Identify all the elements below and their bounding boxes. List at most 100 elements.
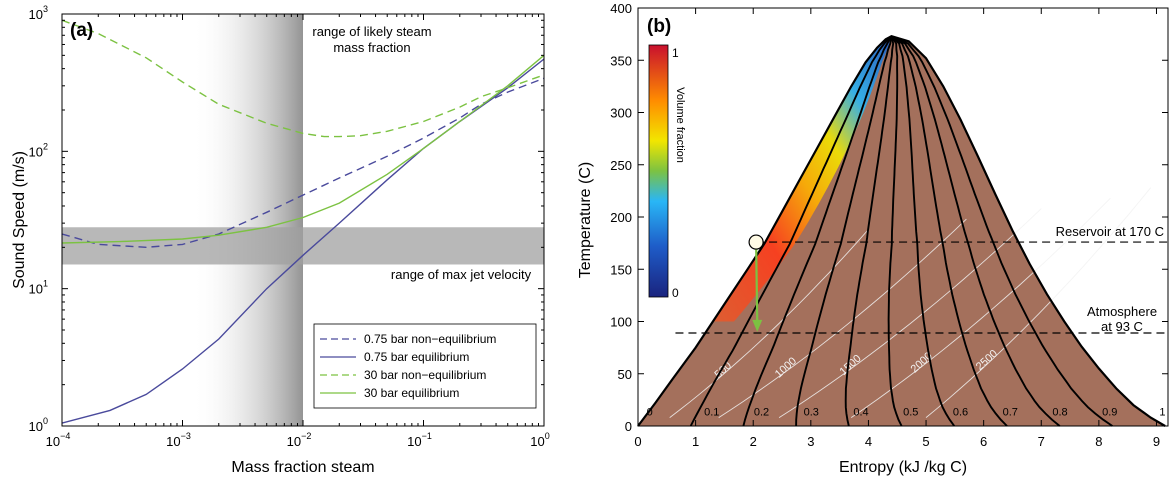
steam-range-annotation-line1: range of likely steam [312,24,431,39]
panel-b-x-axis-label: Entropy (kJ /kg C) [839,459,967,476]
quality-line-7 [892,36,1008,427]
y-tick-label-3: 103 [29,4,48,22]
b-x-tick-label-7: 7 [1038,434,1045,449]
panel-a-x-axis-label: Mass fraction steam [231,459,374,476]
y-tick-label-0: 100 [29,416,48,434]
quality-label-2: 0.2 [754,407,769,419]
colorbar-label: Volume fraction [674,87,686,163]
legend-label-30-noneq: 30 bar non−equilibrium [364,368,486,382]
quality-label-3: 0.3 [804,407,819,419]
quality-label-9: 0.9 [1102,407,1117,419]
y-tick-exponent-2: 2 [43,141,48,151]
quality-label-7: 0.7 [1003,407,1018,419]
colorbar: 1 0 Volume fraction [648,44,686,300]
b-y-tick-label-5: 250 [610,158,632,173]
b-x-tick-label-6: 6 [980,434,987,449]
velocity-contour-1 [718,218,967,418]
y-tick-exponent-3: 3 [43,4,48,14]
b-x-tick-label-8: 8 [1095,434,1102,449]
x-tick-label-0: 10−4 [46,431,71,449]
b-x-tick-label-1: 1 [692,434,699,449]
b-y-tick-label-1: 50 [618,367,632,382]
x-tick-exponent-3: −1 [422,431,432,441]
reservoir-state-point [748,234,764,250]
b-y-tick-label-0: 0 [625,419,632,434]
b-y-tick-label-4: 200 [610,210,632,225]
panel-b-y-axis-label: Temperature (C) [577,162,594,278]
legend: 0.75 bar non−equilibrium 0.75 bar equili… [313,323,537,409]
legend-box [313,323,537,409]
y-tick-exponent-0: 0 [43,416,48,426]
y-tick-label-2: 102 [29,141,48,159]
quality-label-6: 0.6 [953,407,968,419]
quality-label-8: 0.8 [1052,407,1067,419]
colorbar-min-label: 0 [672,286,679,300]
b-y-tick-label-7: 350 [610,53,632,68]
panel-a-series [62,19,544,424]
b-x-tick-label-5: 5 [922,434,929,449]
reservoir-label: Reservoir at 170 C [1056,224,1164,239]
steam-range-annotation-line2: mass fraction [333,40,410,55]
x-tick-exponent-0: −4 [60,431,70,441]
panel-b: 500 1000 1500 2000 2500 0 0.1 0.2 0.3 0.4 0.5 0.6 0… [577,1,1169,476]
dome-outline [637,35,1166,427]
panel-b-label: (b) [647,16,671,37]
b-y-tick-label-6: 300 [610,106,632,121]
jet-range-annotation: range of max jet velocity [391,267,532,282]
quality-line-3 [795,37,893,427]
x-tick-label-3: 10−1 [407,431,432,449]
quality-label-1: 0.1 [704,407,719,419]
panel-a-label: (a) [70,20,93,41]
quality-line-2 [742,36,892,427]
quality-line-1 [689,36,891,427]
volume-fraction-region [712,37,892,322]
x-tick-label-1: 10−3 [166,431,191,449]
series-line-0 [62,77,544,249]
y-tick-label-1: 101 [29,279,48,297]
b-x-tick-label-2: 2 [750,434,757,449]
colorbar-max-label: 1 [672,46,679,60]
y-tick-exponent-1: 1 [43,279,48,289]
colorbar-gradient [648,44,669,298]
jet-velocity-band [62,227,544,265]
quality-label-5: 0.5 [903,407,918,419]
b-x-tick-label-9: 9 [1153,434,1160,449]
expansion-arrow [754,242,759,322]
b-y-tick-label-3: 150 [610,262,632,277]
quality-lines: 0 0.1 0.2 0.3 0.4 0.5 0.6 0.7 0.8 0.9 1 [647,36,1165,427]
quality-line-6 [892,36,956,427]
x-tick-exponent-4: 0 [545,431,550,441]
panel-a-y-axis-label: Sound Speed (m/s) [11,151,28,289]
x-tick-exponent-2: −2 [301,431,311,441]
expansion-arrowhead [752,319,763,332]
atmosphere-label-line1: Atmosphere [1087,304,1157,319]
velocity-contour-2 [778,208,1042,418]
b-y-tick-label-2: 100 [610,315,632,330]
b-x-tick-label-4: 4 [865,434,872,449]
b-x-tick-label-0: 0 [634,434,641,449]
x-tick-exponent-1: −3 [181,431,191,441]
velocity-contour-3 [850,197,1111,418]
b-y-tick-label-8: 400 [610,1,632,16]
x-tick-label-2: 10−2 [287,431,312,449]
quality-label-0: 0 [647,407,653,419]
quality-line-4 [844,37,895,427]
quality-line-5 [887,36,903,427]
series-line-3 [62,54,544,244]
quality-label-10: 1 [1159,407,1165,419]
quality-line-8 [893,36,1061,427]
legend-label-30-eq: 30 bar equilibrium [364,386,459,400]
legend-label-075-eq: 0.75 bar equilibrium [364,350,469,364]
quality-line-9 [894,36,1113,427]
legend-label-075-noneq: 0.75 bar non−equilibrium [364,332,496,346]
b-x-tick-label-3: 3 [807,434,814,449]
steam-fraction-band [192,14,303,426]
quality-label-4: 0.4 [853,407,868,419]
velocity-contour-4 [925,187,1152,418]
x-tick-label-4: 100 [530,431,549,449]
atmosphere-label-line2: at 93 C [1101,319,1143,334]
